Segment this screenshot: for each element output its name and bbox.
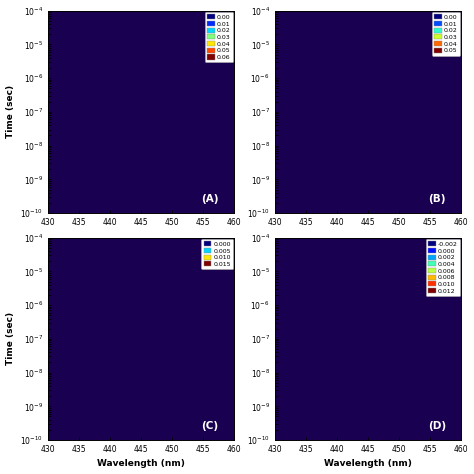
Legend: -0.002, 0.000, 0.002, 0.004, 0.006, 0.008, 0.010, 0.012: -0.002, 0.000, 0.002, 0.004, 0.006, 0.00…	[426, 239, 460, 296]
Text: (C): (C)	[201, 421, 219, 431]
Legend: 0.00, 0.01, 0.02, 0.03, 0.04, 0.05: 0.00, 0.01, 0.02, 0.03, 0.04, 0.05	[432, 12, 460, 55]
Legend: 0.000, 0.005, 0.010, 0.015: 0.000, 0.005, 0.010, 0.015	[201, 239, 233, 269]
Text: (B): (B)	[428, 194, 446, 204]
Legend: 0.00, 0.01, 0.02, 0.03, 0.04, 0.05, 0.06: 0.00, 0.01, 0.02, 0.03, 0.04, 0.05, 0.06	[205, 12, 233, 62]
Y-axis label: Time (sec): Time (sec)	[6, 85, 15, 138]
X-axis label: Wavelength (nm): Wavelength (nm)	[324, 459, 412, 468]
X-axis label: Wavelength (nm): Wavelength (nm)	[97, 459, 185, 468]
Text: (D): (D)	[428, 421, 446, 431]
Text: (A): (A)	[201, 194, 219, 204]
Y-axis label: Time (sec): Time (sec)	[6, 312, 15, 365]
